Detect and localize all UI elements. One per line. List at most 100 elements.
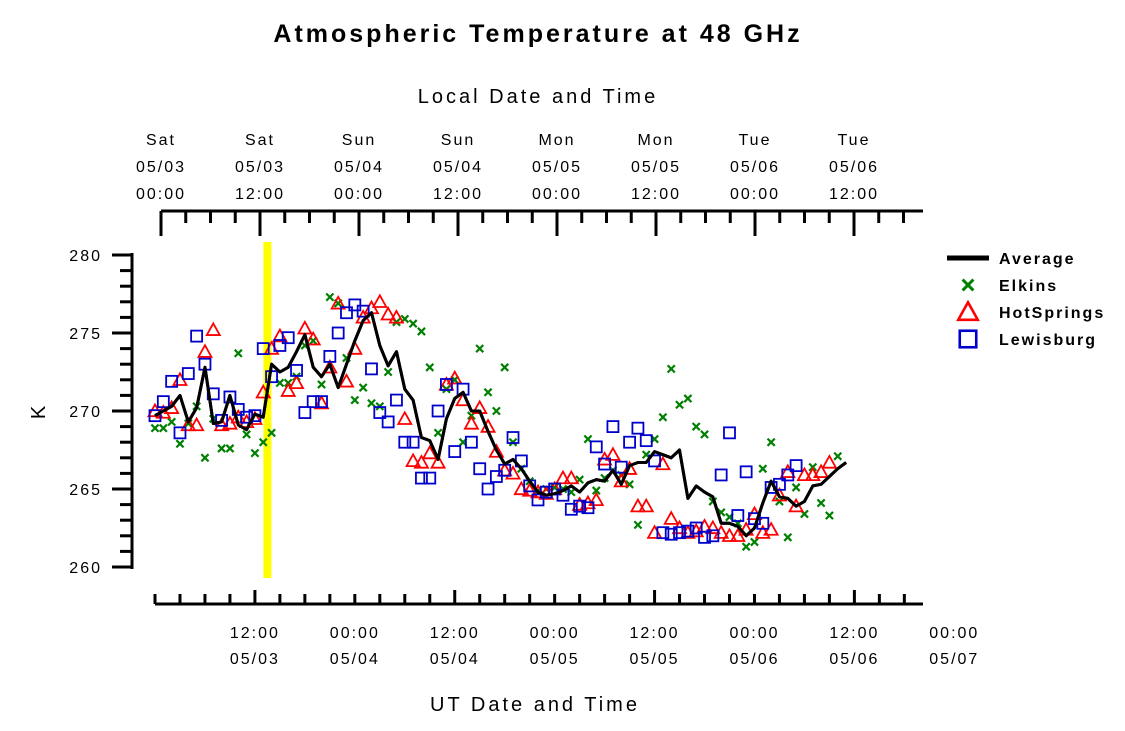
data-point-hotsprings xyxy=(188,416,205,432)
top-tick-date: 05/04 xyxy=(334,159,384,176)
bottom-tick-time: 00:00 xyxy=(729,625,779,642)
data-point-hotsprings xyxy=(604,446,621,461)
data-point-hotsprings xyxy=(396,410,413,425)
data-point-lewisburg xyxy=(331,326,345,340)
data-point-hotsprings xyxy=(205,321,222,336)
data-point-hotsprings xyxy=(771,486,788,502)
data-point-lewisburg xyxy=(564,502,578,516)
data-point-lewisburg xyxy=(581,501,595,515)
y-tick-label: 270 xyxy=(69,404,102,421)
data-point-elkins xyxy=(350,395,360,405)
data-point-hotsprings xyxy=(296,319,313,335)
data-point-lewisburg xyxy=(448,445,462,458)
data-point-lewisburg xyxy=(689,521,703,535)
data-point-elkins xyxy=(358,383,368,392)
data-point-hotsprings xyxy=(430,454,447,469)
legend-label-elkins: Elkins xyxy=(999,278,1058,295)
data-point-elkins xyxy=(267,428,276,438)
top-tick-date: 05/03 xyxy=(235,159,285,176)
data-point-lewisburg xyxy=(256,342,270,356)
legend-swatch-lewisburg xyxy=(958,329,978,349)
data-point-elkins xyxy=(158,423,168,433)
data-point-lewisburg xyxy=(315,395,328,409)
data-point-hotsprings xyxy=(554,469,572,485)
data-point-lewisburg xyxy=(589,440,603,454)
data-point-elkins xyxy=(666,364,676,374)
data-point-hotsprings xyxy=(821,454,838,469)
data-point-elkins xyxy=(750,537,759,547)
data-point-elkins xyxy=(791,483,801,492)
data-point-lewisburg xyxy=(156,395,170,409)
data-point-lewisburg xyxy=(173,426,187,440)
data-point-hotsprings xyxy=(463,415,480,430)
data-point-hotsprings xyxy=(721,527,738,542)
top-tick-day: Tue xyxy=(739,132,772,149)
data-point-elkins xyxy=(675,400,684,410)
top-tick-day: Sun xyxy=(342,132,376,149)
top-tick-time: 12:00 xyxy=(433,186,483,203)
data-point-lewisburg xyxy=(506,431,520,444)
top-tick-time: 00:00 xyxy=(334,186,384,203)
data-point-elkins xyxy=(200,453,210,463)
data-point-elkins xyxy=(833,451,843,461)
data-point-lewisburg xyxy=(290,364,303,377)
top-tick-time: 12:00 xyxy=(829,186,879,203)
legend-swatch-elkins xyxy=(961,278,975,292)
data-point-elkins xyxy=(217,444,226,453)
data-point-lewisburg xyxy=(639,434,653,448)
data-point-hotsprings xyxy=(405,452,422,468)
data-point-lewisburg xyxy=(781,468,795,482)
data-point-lewisburg xyxy=(723,426,736,440)
data-point-hotsprings xyxy=(280,382,297,397)
data-point-lewisburg xyxy=(398,435,412,449)
data-point-elkins xyxy=(500,362,510,372)
data-point-lewisburg xyxy=(356,304,370,318)
data-point-hotsprings xyxy=(446,369,463,385)
data-point-lewisburg xyxy=(731,509,745,522)
y-tick-label: 275 xyxy=(69,326,102,343)
data-point-elkins xyxy=(233,348,243,358)
top-tick-date: 05/04 xyxy=(433,159,483,176)
data-point-elkins xyxy=(258,437,268,447)
data-point-elkins xyxy=(775,497,784,506)
data-point-elkins xyxy=(783,532,793,542)
top-tick-date: 05/06 xyxy=(829,159,879,176)
data-point-elkins xyxy=(658,412,668,422)
data-point-lewisburg xyxy=(698,530,711,544)
bottom-tick-time: 12:00 xyxy=(230,625,280,642)
data-point-lewisburg xyxy=(423,471,437,485)
data-point-elkins xyxy=(317,380,326,389)
legend-swatch-hotsprings xyxy=(956,299,980,322)
axes-layer: 260 265 270 275 280 12:00 05/03 00:00 05/04 12:00… xyxy=(69,132,977,668)
chart-title: Atmospheric Temperature at 48 GHz xyxy=(273,20,802,48)
y-axis-title: K xyxy=(28,403,50,419)
data-point-lewisburg xyxy=(656,526,670,540)
top-tick-day: Sat xyxy=(245,132,275,149)
data-point-lewisburg xyxy=(373,406,387,419)
data-point-lewisburg xyxy=(306,395,320,409)
data-point-hotsprings xyxy=(371,293,388,308)
data-point-hotsprings xyxy=(521,482,538,497)
data-point-hotsprings xyxy=(380,305,397,321)
data-point-hotsprings xyxy=(588,491,605,507)
data-point-elkins xyxy=(591,486,601,495)
data-point-elkins xyxy=(225,444,235,453)
top-tick-time: 12:00 xyxy=(631,186,681,203)
legend: Average Elkins HotSprings Lewisburg xyxy=(947,251,1103,349)
bottom-tick-time: 12:00 xyxy=(430,625,480,642)
data-point-elkins xyxy=(683,394,693,403)
data-point-hotsprings xyxy=(704,519,721,535)
data-point-lewisburg xyxy=(673,526,686,540)
bottom-tick-date: 05/04 xyxy=(330,651,380,668)
y-tick-label: 260 xyxy=(69,560,102,577)
highlight-bar xyxy=(263,242,272,578)
data-point-lewisburg xyxy=(706,529,720,543)
data-point-lewisburg xyxy=(190,329,204,343)
series-lewisburg-markers xyxy=(148,298,803,544)
data-point-hotsprings xyxy=(196,343,213,358)
top-tick-time: 00:00 xyxy=(730,186,780,203)
data-point-elkins xyxy=(633,520,643,530)
data-point-lewisburg xyxy=(464,435,478,449)
data-point-elkins xyxy=(150,423,160,433)
